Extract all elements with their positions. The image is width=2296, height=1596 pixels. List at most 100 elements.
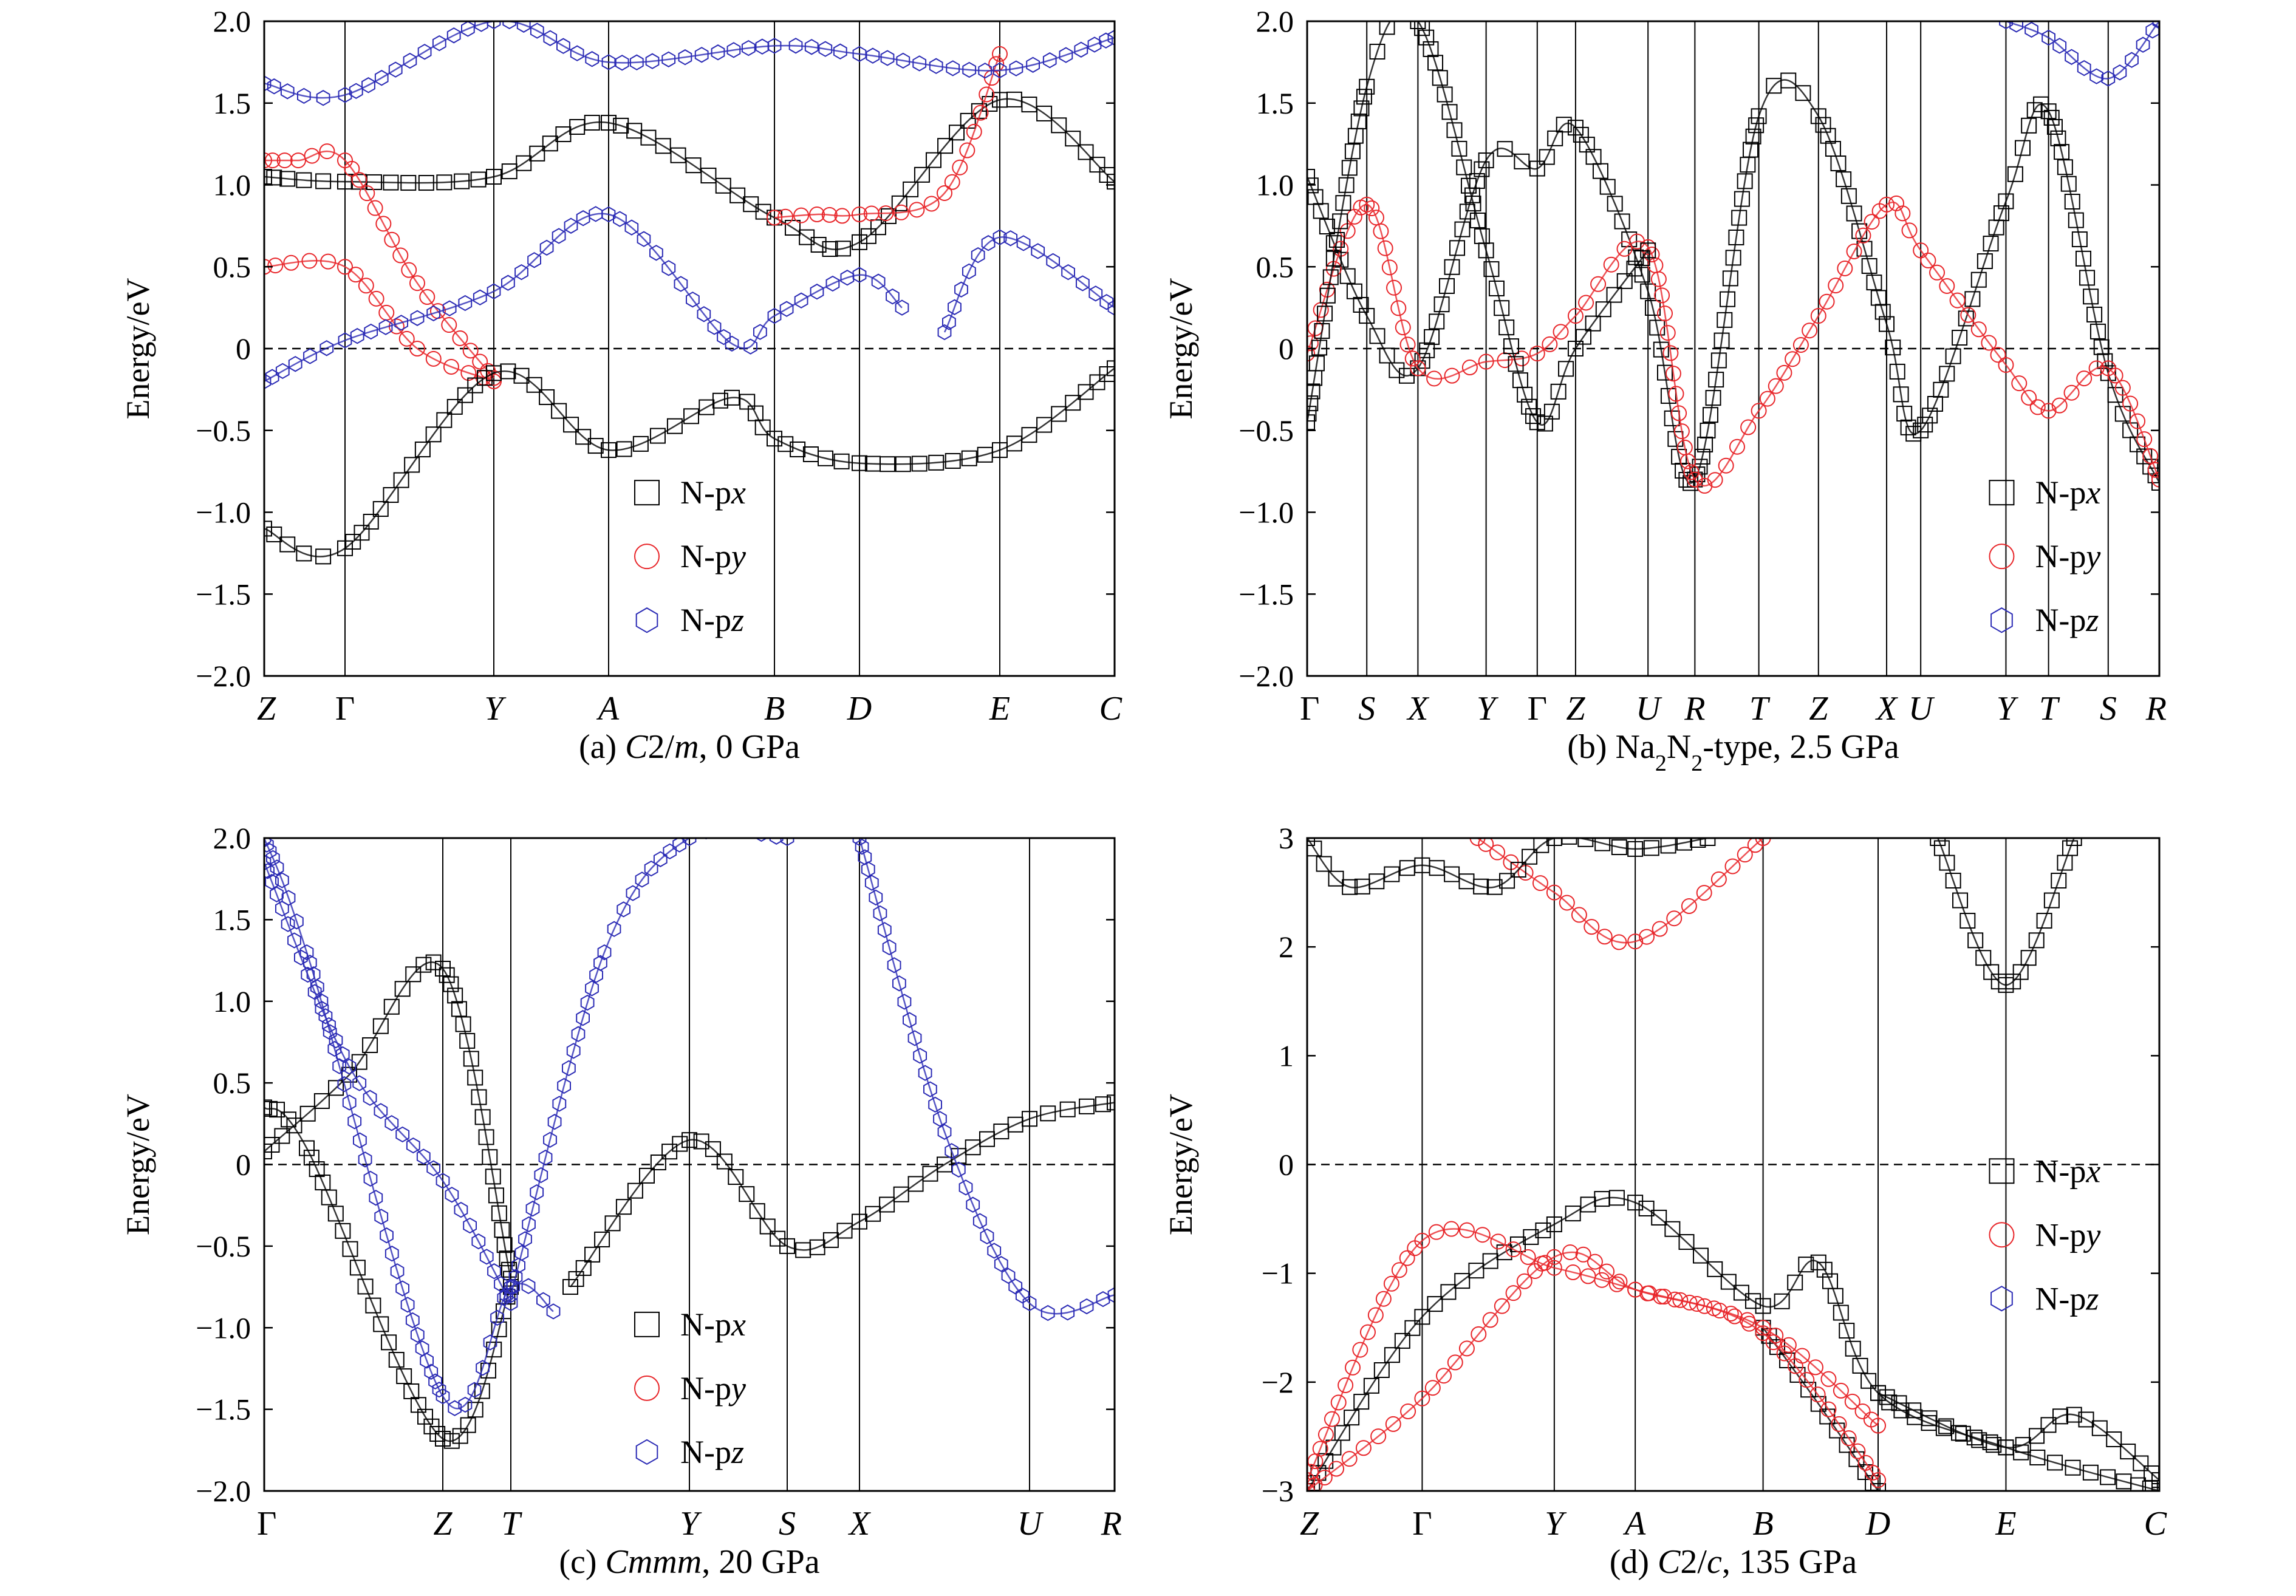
legend-label: N-pz (680, 1434, 744, 1470)
ytick-label: 1.0 (213, 168, 251, 202)
series-6-marker-22 (1594, 838, 1611, 851)
ytick-label: −0.5 (196, 414, 251, 448)
series-6-marker-13 (907, 1030, 922, 1046)
series-6-marker-10 (403, 52, 417, 69)
series-0-marker-67 (1708, 372, 1724, 388)
series-1-marker-77 (1913, 242, 1929, 259)
series-4-marker-17 (501, 275, 515, 291)
series-0-marker-66 (2100, 1469, 2116, 1485)
series-0-marker-17 (1419, 342, 1435, 358)
series-7-marker-37 (724, 389, 740, 406)
series-6-marker-3 (297, 87, 311, 104)
series-0-marker-62 (1107, 174, 1115, 190)
legend-marker (1989, 1158, 2015, 1184)
series-1-marker-90 (2040, 403, 2057, 419)
series-1-marker-12 (682, 1132, 697, 1148)
series-1-marker-101 (2142, 448, 2159, 464)
series-7-marker-20 (2066, 838, 2082, 846)
series-1-marker-21 (472, 353, 488, 370)
series-6-marker-12 (432, 35, 446, 52)
series-4-marker-26 (613, 211, 627, 227)
kpoint-label: X (848, 1505, 872, 1543)
series-5-marker-34 (719, 822, 731, 837)
series-4-marker-32 (1696, 1298, 1713, 1314)
series-7-marker-5 (337, 540, 353, 556)
series-6-marker-36 (788, 38, 803, 54)
series-5-marker-26 (626, 885, 640, 901)
series-0-marker-79 (1743, 142, 1759, 158)
series-3-marker-3 (270, 886, 284, 902)
ytick-label: 2.0 (1256, 4, 1294, 38)
series-2-marker-13 (425, 350, 442, 367)
series-0-marker-28 (482, 1149, 498, 1165)
series-2-marker-22 (1359, 78, 1375, 95)
series-0-marker-38 (822, 241, 838, 257)
series-0-marker-1 (266, 169, 282, 186)
series-4-marker-34 (424, 1363, 439, 1380)
series-0-marker-15 (425, 954, 442, 970)
series-6-marker-48 (978, 63, 993, 79)
series-0-marker-121 (1993, 205, 2009, 222)
series-1-marker-33 (951, 1148, 967, 1164)
series-0-marker-16 (516, 155, 532, 171)
series-0-marker-85 (1795, 85, 1811, 101)
series-3-marker-31 (499, 1287, 514, 1303)
series-6-marker-38 (818, 41, 833, 57)
series-4-marker-17 (1505, 1285, 1522, 1301)
series-1-marker-16 (419, 288, 436, 305)
series-4-marker-47 (886, 288, 900, 305)
series-4-marker-30 (405, 1312, 420, 1329)
series-1-marker-10 (367, 200, 383, 216)
series-0-marker-5 (1334, 1425, 1350, 1441)
series-0-marker-9 (1353, 296, 1369, 313)
series-0-marker-86 (1810, 108, 1826, 124)
series-6-marker-19 (530, 22, 544, 39)
ytick-label: 2 (1279, 930, 1294, 964)
series-1-marker-40 (1059, 1101, 1076, 1117)
band-series-2 (1870, 1385, 2159, 1489)
series-0-marker-13 (1414, 1309, 1430, 1325)
series-6-marker-14 (1486, 879, 1503, 895)
series-3-marker-11 (2136, 36, 2150, 53)
legend-entry-n-px: N-px (634, 474, 746, 511)
series-0-marker-74 (1728, 229, 1744, 245)
series-0-marker-62 (2029, 1449, 2046, 1465)
series-1-marker-3 (1779, 1352, 1795, 1368)
series-0-marker-31 (1514, 153, 1530, 169)
legend-entry-n-px: N-px (1989, 474, 2100, 511)
series-1-marker-43 (1659, 325, 1676, 341)
series-4-marker-24 (1587, 1253, 1603, 1270)
series-1-marker-92 (2063, 384, 2080, 401)
series-7-marker-2 (1939, 854, 1955, 871)
series-7-marker-4 (1952, 892, 1969, 909)
kpoint-label: Γ (257, 1505, 276, 1543)
series-0-marker-117 (1970, 271, 1987, 288)
series-4-marker-0 (264, 373, 272, 390)
legend-marker (1989, 544, 2015, 570)
series-2-marker-3 (1307, 383, 1321, 400)
series-4-marker-33 (420, 1352, 434, 1369)
series-4-marker-36 (1755, 1325, 1771, 1342)
series-4-marker-47 (536, 1292, 550, 1308)
series-4-marker-29 (400, 1297, 415, 1313)
series-2-marker-14 (365, 1297, 381, 1314)
series-2-marker-2 (283, 254, 299, 271)
series-6-marker-32 (1040, 1304, 1055, 1321)
series-3-marker-3 (2041, 29, 2055, 46)
series-0-marker-11 (383, 998, 400, 1015)
legend-entry-n-pz: N-pz (635, 602, 744, 638)
series-2-marker-66 (1640, 242, 1656, 259)
series-0-marker-10 (418, 175, 434, 191)
series-4-marker-20 (1537, 1255, 1553, 1271)
series-5-marker-20 (585, 980, 599, 997)
kpoint-label: A (596, 690, 620, 728)
series-2-marker-5 (1938, 1418, 1955, 1434)
series-0-marker-29 (1478, 152, 1494, 169)
series-0-marker-18 (443, 976, 459, 992)
series-2-marker-0 (1307, 414, 1315, 431)
series-0-marker-118 (1977, 253, 1993, 270)
series-7-marker-24 (539, 389, 555, 405)
kpoint-label: Y (1545, 1505, 1567, 1543)
series-0-marker-32 (1529, 160, 1545, 177)
series-0-marker-8 (351, 1054, 367, 1070)
